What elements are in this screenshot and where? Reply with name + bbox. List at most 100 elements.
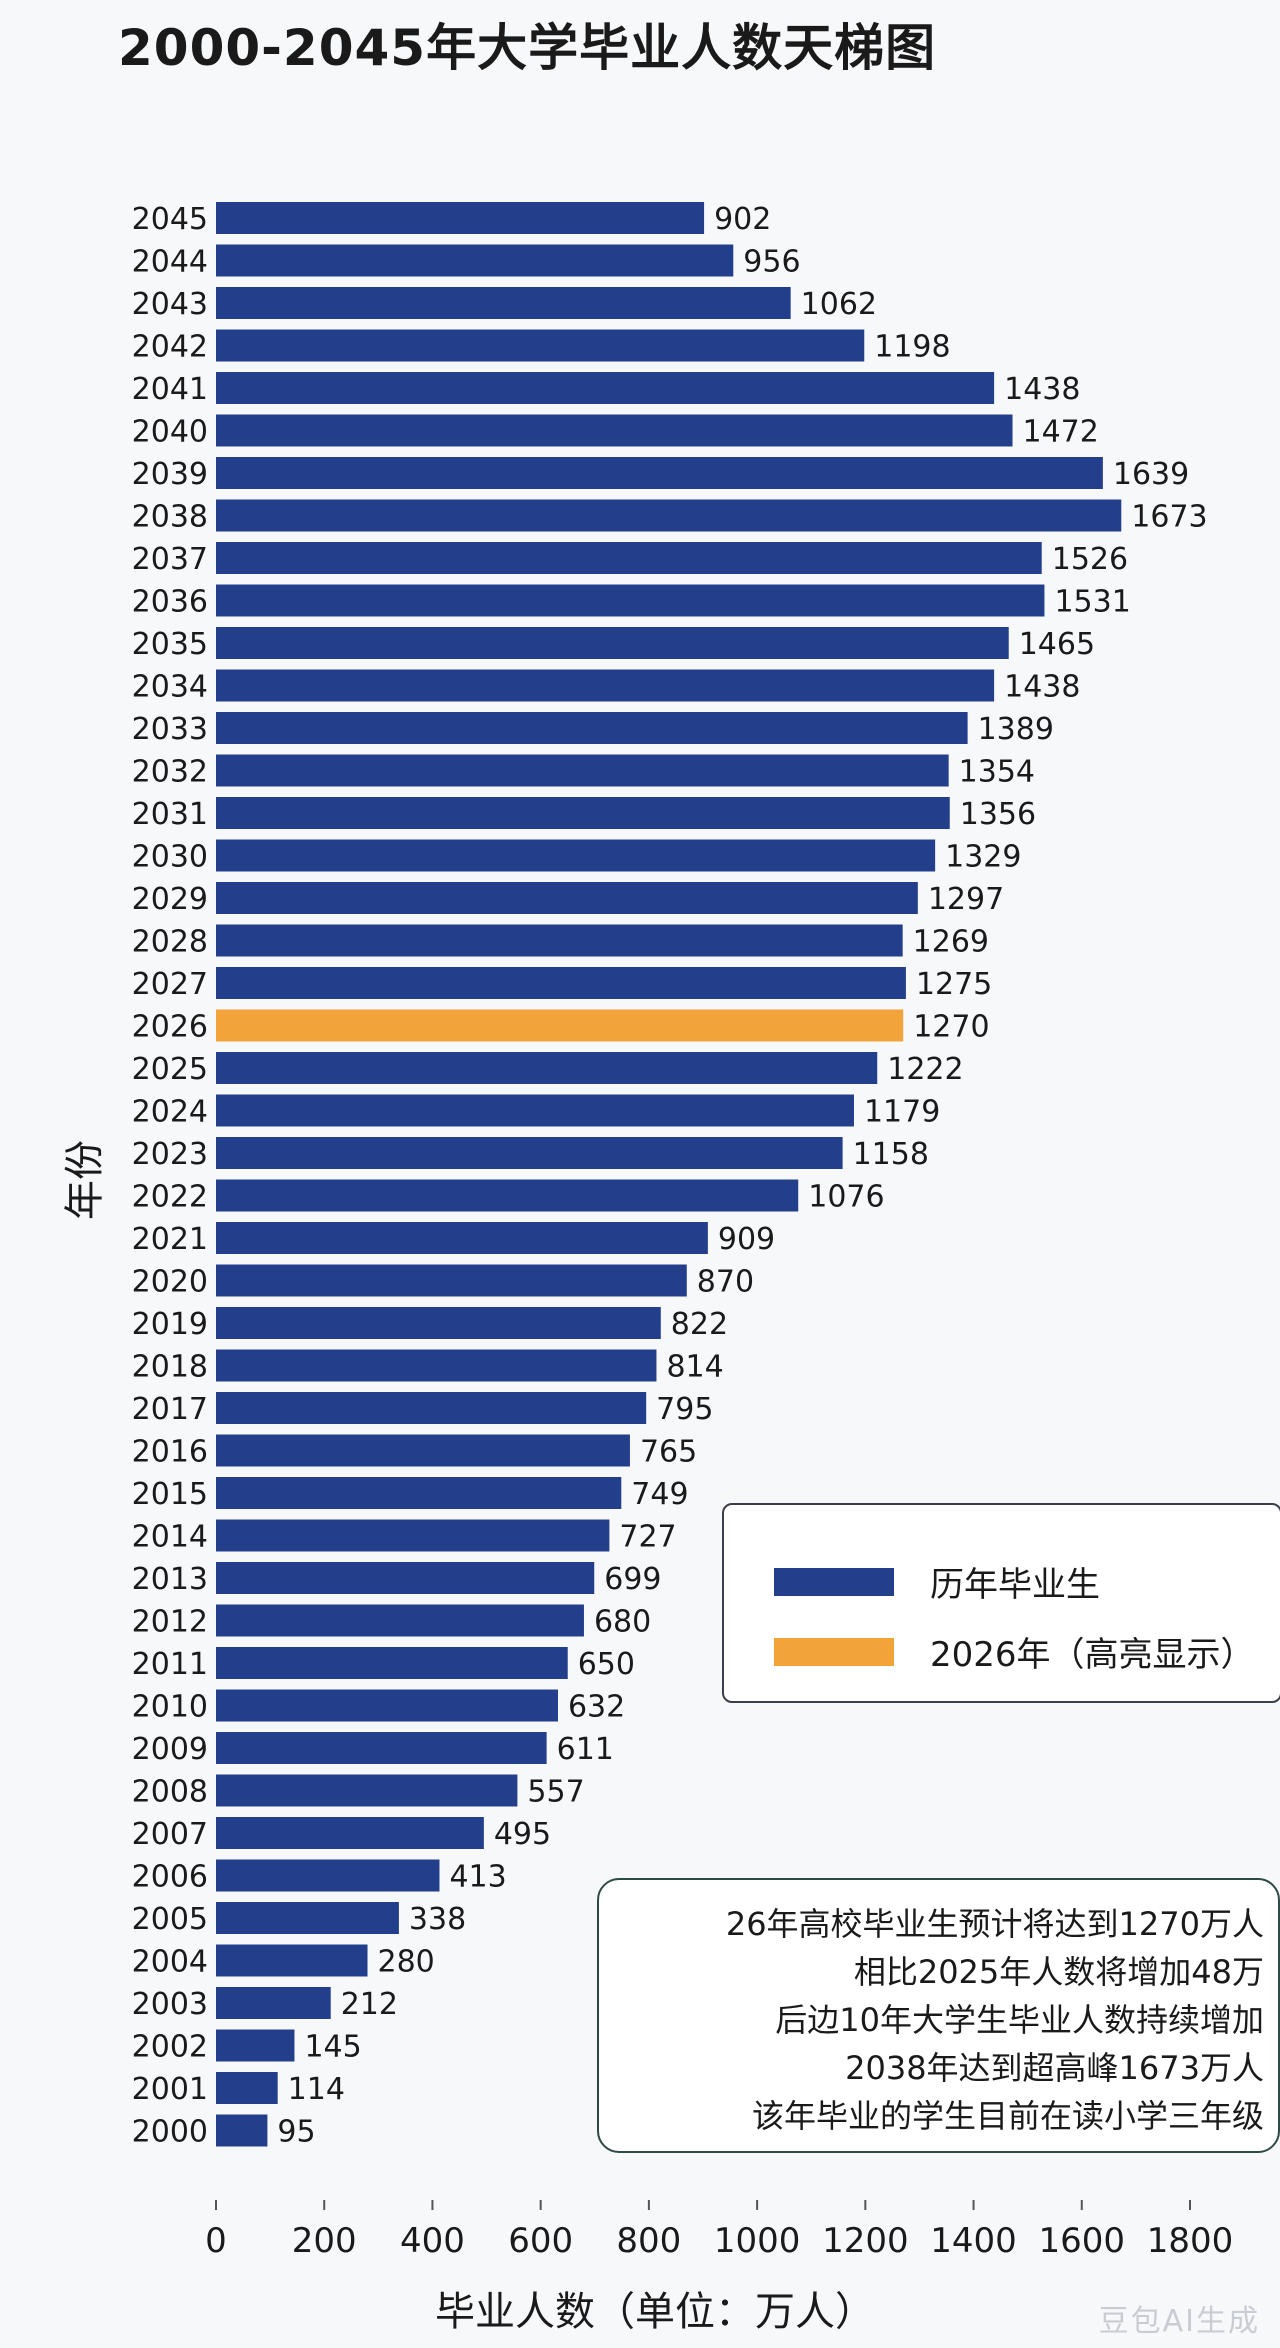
data-label: 1329 (945, 840, 1021, 875)
bar (216, 584, 1045, 617)
y-tick-label: 2025 (132, 1052, 208, 1087)
data-label: 1158 (853, 1137, 929, 1172)
x-tick-label: 1400 (930, 2221, 1017, 2261)
data-label: 699 (604, 1562, 661, 1597)
bar (216, 1179, 799, 1212)
bar (216, 924, 903, 957)
data-label: 1472 (1023, 415, 1099, 450)
bar (216, 372, 995, 404)
data-label: 338 (409, 1902, 466, 1937)
data-label: 632 (568, 1690, 625, 1725)
y-tick-label: 2037 (132, 542, 208, 577)
y-tick-label: 2044 (132, 245, 208, 280)
data-label: 870 (697, 1265, 754, 1300)
bar (216, 669, 995, 702)
y-tick-label: 2008 (132, 1775, 208, 1810)
y-tick-label: 2009 (132, 1732, 208, 1767)
data-label: 795 (656, 1392, 713, 1427)
y-tick-label: 2033 (132, 712, 208, 747)
x-tick-label: 800 (616, 2221, 681, 2261)
y-tick-label: 2020 (132, 1265, 208, 1300)
y-tick-label: 2011 (132, 1647, 208, 1682)
y-tick-label: 2043 (132, 287, 208, 322)
y-tick-label: 2024 (132, 1095, 208, 1130)
y-tick-label: 2017 (132, 1392, 208, 1427)
y-tick-label: 2021 (132, 1222, 208, 1257)
y-tick-label: 2016 (132, 1435, 208, 1470)
x-tick-label: 0 (205, 2221, 227, 2261)
bar (216, 1944, 368, 1977)
y-tick-label: 2028 (132, 925, 208, 960)
y-tick-label: 2018 (132, 1350, 208, 1385)
data-label: 814 (666, 1350, 723, 1385)
y-tick-label: 2022 (132, 1180, 208, 1215)
data-label: 1198 (874, 330, 950, 365)
legend-label-2026: 2026年（高亮显示） (930, 1635, 1255, 1675)
x-tick-label: 1600 (1039, 2221, 1126, 2261)
y-tick-label: 2045 (132, 202, 208, 237)
bar (216, 1774, 518, 1807)
data-label: 1270 (913, 1010, 989, 1045)
x-tick-label: 400 (400, 2221, 465, 2261)
data-label: 1526 (1052, 542, 1128, 577)
data-label: 680 (594, 1605, 651, 1640)
note-line: 相比2025年人数将增加48万 (853, 1953, 1264, 1991)
x-tick-label: 1200 (822, 2221, 909, 2261)
bar (216, 967, 906, 999)
y-tick-label: 2034 (132, 670, 208, 705)
y-tick-label: 2005 (132, 1902, 208, 1937)
bar (216, 1859, 440, 1892)
data-label: 611 (557, 1732, 614, 1767)
bar (216, 2114, 268, 2147)
data-label: 1465 (1019, 627, 1095, 662)
bar (216, 1902, 399, 1934)
data-label: 95 (277, 2115, 315, 2150)
y-tick-label: 2026 (132, 1010, 208, 1045)
y-tick-label: 2019 (132, 1307, 208, 1342)
bar (216, 202, 705, 234)
data-label: 1269 (913, 925, 989, 960)
bar (216, 1137, 843, 1169)
bar (216, 1477, 622, 1509)
x-tick-label: 1000 (714, 2221, 801, 2261)
bar (216, 627, 1009, 659)
bar-highlight (216, 1009, 904, 1042)
data-label: 495 (494, 1817, 551, 1852)
bar (216, 1264, 687, 1297)
data-label: 145 (304, 2030, 361, 2065)
x-tick-label: 1800 (1147, 2221, 1234, 2261)
y-tick-label: 2023 (132, 1137, 208, 1172)
y-tick-label: 2012 (132, 1605, 208, 1640)
chart-title: 2000-2045年大学毕业人数天梯图 (118, 19, 937, 77)
y-tick-label: 2031 (132, 797, 208, 832)
bar (216, 457, 1103, 489)
bar (216, 882, 918, 914)
x-axis: 0 200 400 600 800 1000 1200 1400 1600 1800 (205, 2200, 1233, 2261)
watermark: 豆包AI生成 (1098, 2304, 1260, 2339)
data-label: 956 (743, 245, 800, 280)
data-label: 1438 (1004, 372, 1080, 407)
data-label: 902 (714, 202, 771, 237)
y-axis-title: 年份 (62, 1140, 108, 1220)
bar (216, 287, 791, 319)
bar (216, 712, 968, 744)
bar (216, 1562, 595, 1594)
bar (216, 244, 734, 277)
bar (216, 1604, 584, 1637)
bar (216, 542, 1042, 574)
data-label: 1275 (916, 967, 992, 1002)
y-tick-label: 2015 (132, 1477, 208, 1512)
data-label: 1673 (1131, 500, 1207, 535)
data-label: 1076 (808, 1180, 884, 1215)
data-label: 765 (640, 1435, 697, 1470)
data-label: 1222 (887, 1052, 963, 1087)
bar (216, 1392, 647, 1424)
y-tick-label: 2002 (132, 2030, 208, 2065)
bar (216, 499, 1122, 532)
y-tick-label: 2036 (132, 585, 208, 620)
bar (216, 1689, 558, 1722)
data-label: 413 (449, 1860, 506, 1895)
note-line: 26年高校毕业生预计将达到1270万人 (725, 1905, 1264, 1943)
data-label: 557 (527, 1775, 584, 1810)
